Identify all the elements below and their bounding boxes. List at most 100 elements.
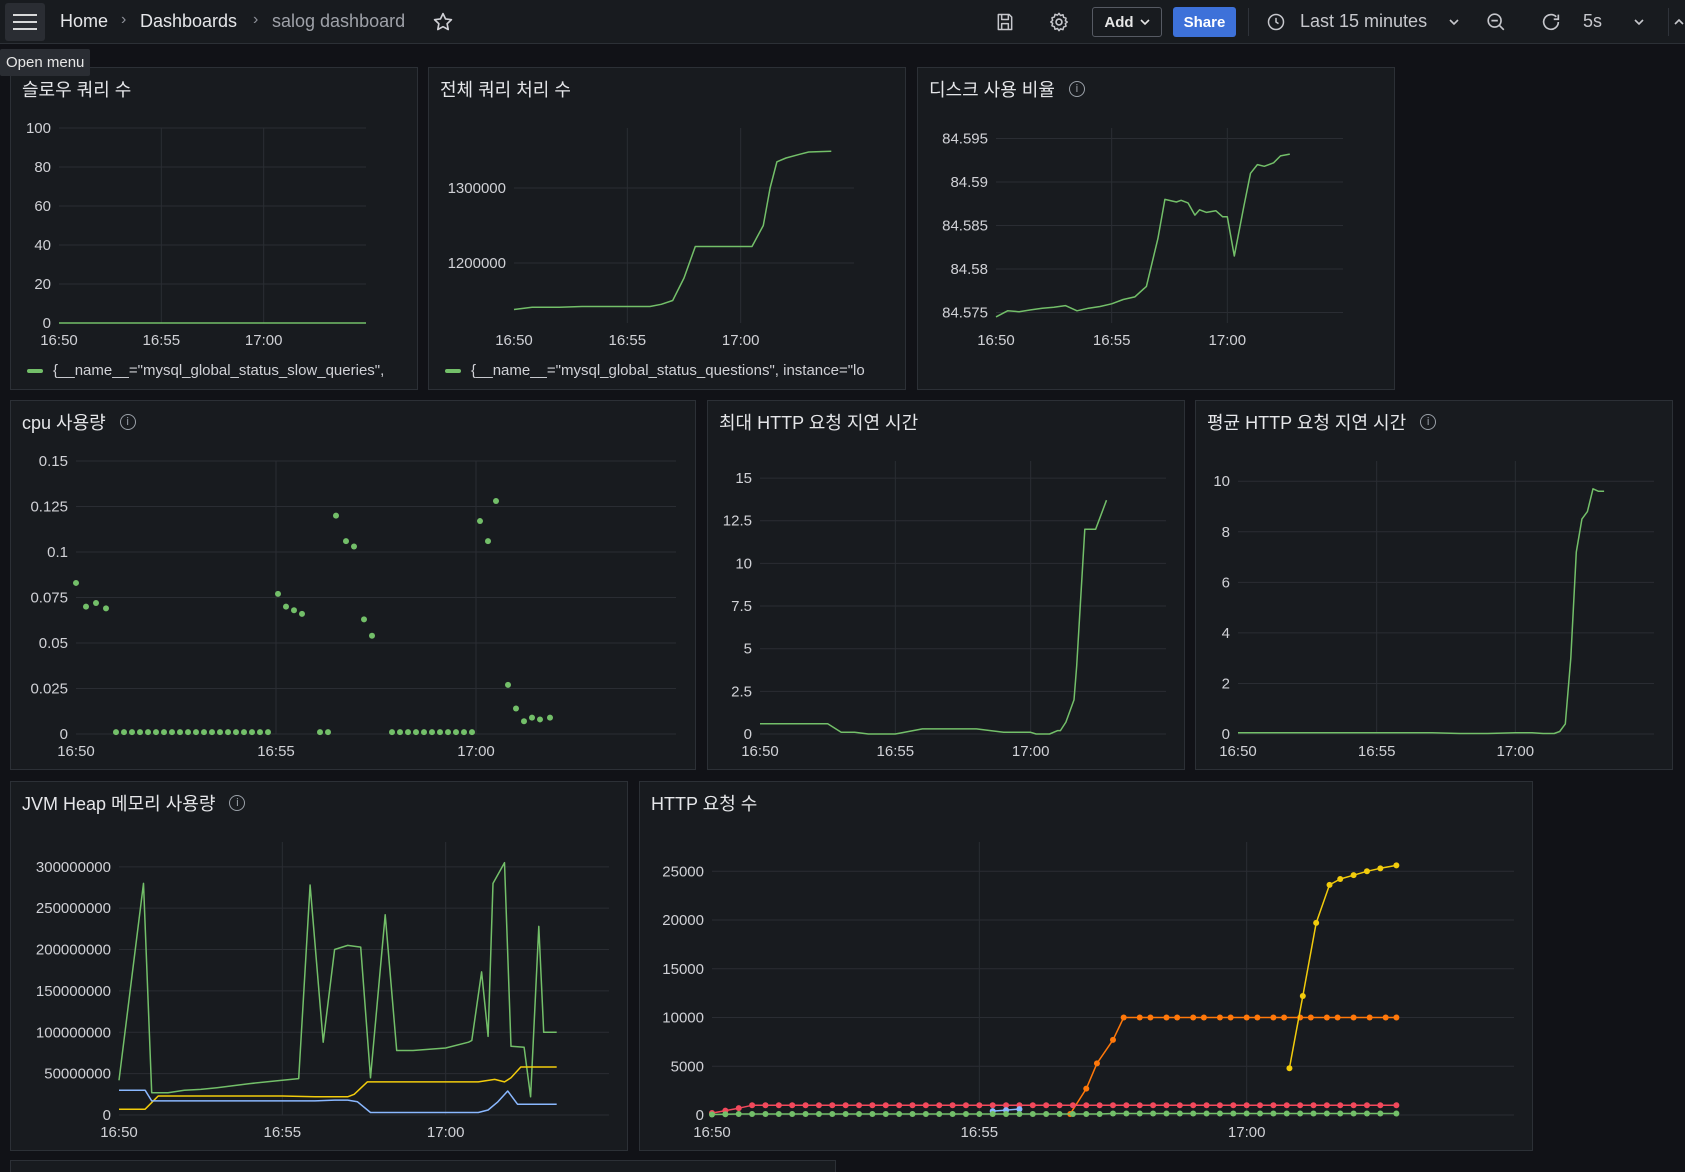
chevron-down-icon [1140,19,1150,26]
y-tick-label: 25000 [662,863,704,880]
data-point [936,1102,943,1109]
data-point [153,729,159,736]
y-tick-label: 84.575 [942,305,988,322]
x-tick-label: 16:50 [100,1124,138,1141]
gear-icon[interactable] [1045,8,1073,36]
y-tick-label: 0.15 [39,453,68,470]
info-icon[interactable]: i [229,795,246,811]
data-point [1363,868,1370,875]
zoom-out-icon[interactable] [1482,8,1510,36]
star-icon[interactable] [429,8,457,36]
x-tick-label: 16:50 [977,332,1015,349]
data-point [317,729,323,736]
chevron-down-icon[interactable] [1625,8,1653,36]
data-point [949,1111,956,1118]
breadcrumb-dashboards[interactable]: Dashboards [140,11,238,31]
info-icon[interactable]: i [119,414,136,430]
series-line-red [711,1104,1397,1114]
data-point [1136,1102,1143,1109]
menu-icon[interactable] [5,3,45,41]
info-icon[interactable]: i [1068,81,1085,97]
chevron-right-icon: › [121,11,127,28]
data-point [1093,1060,1100,1067]
data-point [1216,1014,1223,1021]
data-point [842,1102,849,1109]
data-point [209,729,215,736]
data-point [217,729,223,736]
data-point [1003,1102,1010,1109]
panel-title: 최대 HTTP 요청 지연 시간 [719,409,918,435]
data-point [815,1111,822,1118]
x-tick-label: 16:50 [693,1124,731,1141]
data-point [113,729,119,736]
data-point [145,729,151,736]
data-point [962,1102,969,1109]
x-tick-label: 16:55 [961,1124,999,1141]
data-point [1270,1110,1277,1117]
data-point [1083,1111,1090,1118]
series-line-green [118,861,557,1098]
data-point [1069,1111,1076,1118]
x-tick-label: 16:55 [877,743,915,760]
panel-jvm-heap: JVM Heap 메모리 사용량 i 300000000 250000000 2000… [10,781,628,1151]
x-tick-label: 17:00 [427,1124,465,1141]
line-chart: 100 80 60 40 20 016:50 16:55 17:00 [26,120,366,349]
add-label: Add [1104,13,1134,31]
legend[interactable]: {__name__="mysql_global_status_questions… [445,362,865,379]
time-range-picker[interactable]: Last 15 minutes [1300,11,1428,31]
y-tick-label: 0 [103,1107,111,1124]
panel-title-text: HTTP 요청 수 [651,794,758,814]
data-point [896,1111,903,1118]
data-point [369,632,375,639]
data-point [477,518,483,525]
panel-title: 전체 쿼리 처리 수 [440,76,571,102]
y-tick-label: 250000000 [36,900,111,917]
panel-title-text: 슬로우 쿼리 수 [22,80,132,100]
data-point [1393,1110,1400,1117]
share-button[interactable]: Share [1173,7,1236,37]
y-tick-label: 0.025 [30,681,68,698]
data-point [722,1111,729,1118]
data-point [802,1102,809,1109]
legend[interactable]: {__name__="mysql_global_status_slow_quer… [27,362,384,379]
panel-http-requests: HTTP 요청 수 25000 20000 15000 10000 5000 0 16:50… [639,781,1533,1151]
data-point [485,538,491,545]
panel-title-text: 평균 HTTP 요청 지연 시간 [1207,413,1407,433]
y-tick-label: 100 [26,120,51,137]
refresh-icon[interactable] [1537,8,1565,36]
y-tick-label: 150000000 [36,983,111,1000]
data-point [351,543,357,550]
data-point [1110,1110,1116,1117]
add-button[interactable]: Add [1092,7,1162,37]
data-point [869,1102,876,1109]
y-tick-label: 84.585 [942,218,988,235]
y-tick-label: 84.595 [942,130,988,147]
chevron-down-icon[interactable] [1440,8,1468,36]
data-point [1083,1102,1090,1109]
y-tick-label: 8 [1222,524,1230,541]
panel-avg-http-latency: 평균 HTTP 요청 지연 시간 i 10 8 6 4 2 0 16:50 16:55 17:00 [1195,400,1673,770]
legend-swatch [27,368,43,373]
data-point [445,729,451,736]
data-point [1393,862,1400,869]
data-point [1150,1102,1157,1109]
panel-title: JVM Heap 메모리 사용량 i [22,790,246,816]
data-point [233,729,239,736]
data-point [1163,1110,1170,1117]
series-line-green [760,499,1108,735]
line-chart: 1300000 1200000 16:50 16:55 17:00 [448,128,854,349]
refresh-interval-picker[interactable]: 5s [1583,11,1603,31]
chevron-up-icon[interactable] [1672,8,1685,36]
data-point [83,603,89,610]
y-tick-label: 0 [696,1107,704,1124]
data-point [1393,1014,1400,1021]
x-tick-label: 17:00 [722,332,760,349]
data-point [1056,1111,1063,1118]
data-point [1190,1102,1197,1109]
data-point [1136,1014,1143,1021]
breadcrumb-home[interactable]: Home [60,11,109,31]
info-icon[interactable]: i [1420,414,1437,430]
save-icon[interactable] [991,8,1019,36]
x-tick-label: 17:00 [457,743,495,760]
data-point [1110,1102,1116,1109]
